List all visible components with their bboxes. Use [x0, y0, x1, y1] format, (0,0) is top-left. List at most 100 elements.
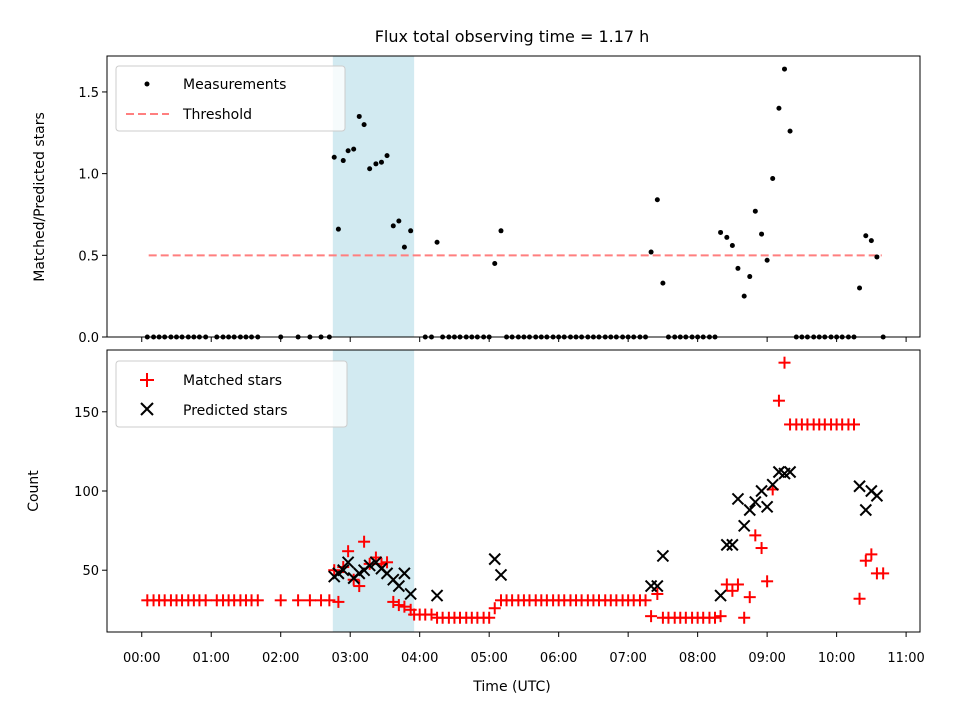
top-y-tick-label: 1.5 [78, 86, 99, 101]
predicted-star-point [714, 589, 727, 602]
matched-star-point [292, 594, 305, 607]
matched-star-point [251, 594, 264, 607]
matched-legend-marker [140, 373, 154, 387]
top-y-ticks: 0.0 0.5 1.0 1.5 [78, 86, 107, 346]
measurement-point [759, 231, 765, 237]
measurement-point [654, 197, 660, 203]
matched-star-point [847, 418, 860, 431]
measurement-point [498, 228, 504, 234]
predicted-star-point [859, 503, 873, 517]
predicted-star-point [337, 564, 350, 577]
measurement-point [874, 254, 880, 260]
measurement-point [857, 285, 863, 291]
measurement-point [390, 223, 396, 229]
matched-star-point [720, 578, 733, 591]
matched-star-point [743, 591, 756, 604]
matched-star-point [761, 575, 774, 588]
measurement-point [331, 154, 337, 160]
matched-star-point [865, 548, 878, 561]
measurements-legend-marker [144, 81, 150, 87]
measurement-point [752, 208, 758, 214]
predicted-star-point [430, 589, 444, 602]
chart-title: Flux total observing time = 1.17 h [375, 27, 650, 46]
matched-star-point [645, 610, 658, 623]
measurement-point [335, 226, 341, 232]
predicted-star-point [720, 538, 734, 552]
bottom-x-tick-label: 06:00 [540, 651, 577, 666]
measurement-point [735, 265, 741, 271]
measurement-point [787, 128, 793, 134]
top-panel: 0.0 0.5 1.0 1.5 Matched/Predicted stars Mea… [32, 55, 921, 346]
x-axis-label: Time (UTC) [472, 679, 550, 695]
matched-star-point [347, 573, 360, 586]
predicted-star-point [749, 495, 762, 509]
bottom-legend-box [115, 360, 348, 428]
matched-star-point [483, 611, 496, 624]
matched-star-point [303, 594, 316, 607]
bottom-y-tick-label: 50 [82, 564, 99, 579]
predicted-star-point [870, 489, 884, 502]
measurement-point [648, 249, 654, 255]
predicted-star-point [737, 519, 751, 533]
top-y-tick-label: 0.5 [78, 249, 99, 264]
predicted-star-point [488, 552, 501, 566]
matched-star-point [709, 611, 722, 624]
legend-threshold: Threshold [182, 107, 252, 123]
bottom-x-tick-label: 04:00 [401, 651, 438, 666]
bottom-y-tick-label: 150 [74, 406, 99, 421]
predicted-star-point [341, 556, 355, 569]
observing-interval-shade-top [332, 56, 415, 337]
measurement-point [401, 244, 407, 250]
matched-star-point [342, 545, 355, 558]
measurement-point [434, 239, 440, 245]
matched-star-point [323, 594, 336, 607]
predicted-star-point [760, 500, 774, 514]
measurement-point [373, 161, 379, 167]
measurement-point [408, 228, 414, 234]
predicted-star-point [398, 567, 411, 580]
bottom-x-tick-label: 07:00 [609, 651, 646, 666]
measurement-point [367, 166, 373, 172]
matched-star-point [738, 611, 751, 624]
top-y-tick-label: 0.0 [78, 331, 99, 346]
matched-star-point [488, 602, 501, 615]
top-y-tick-label: 1.0 [78, 168, 99, 183]
bottom-x-ticks: 00:00 01:00 02:00 03:00 04:00 05:00 06:00 07:00… [123, 632, 925, 666]
matched-star-point [651, 587, 664, 600]
matched-star-point [859, 554, 872, 567]
measurement-point [868, 238, 874, 244]
measurement-point [718, 229, 724, 235]
top-y-axis-label: Matched/Predicted stars [32, 112, 48, 282]
bottom-x-tick-label: 01:00 [192, 651, 229, 666]
predicted-stars-series [328, 465, 884, 602]
predicted-star-point [743, 503, 756, 517]
measurement-point [782, 66, 787, 72]
bottom-x-tick-label: 02:00 [262, 651, 299, 666]
measurement-point [724, 234, 730, 240]
matched-star-point [877, 567, 890, 580]
predicted-star-point [853, 480, 866, 493]
predicted-star-point [651, 579, 664, 593]
matched-star-point [639, 594, 652, 607]
matched-star-point [392, 599, 405, 612]
matched-star-point [772, 394, 785, 407]
matched-star-point [199, 594, 212, 607]
bottom-legend: Matched stars Predicted stars [115, 360, 348, 428]
matched-star-point [731, 578, 744, 591]
bottom-x-tick-label: 11:00 [887, 651, 924, 666]
top-x-ticks [141, 337, 907, 342]
legend-matched-stars: Matched stars [183, 373, 282, 389]
matched-star-point [381, 556, 394, 569]
measurement-point [340, 158, 346, 164]
measurement-point [356, 113, 362, 119]
predicted-star-point [363, 559, 376, 572]
matched-star-point [274, 594, 287, 607]
measurement-point [351, 146, 357, 152]
matched-star-point [726, 584, 739, 597]
predicted-star-point [404, 587, 417, 601]
bottom-x-tick-label: 09:00 [748, 651, 785, 666]
measurement-point [741, 293, 747, 299]
matched-star-point [778, 356, 791, 369]
matched-star-point [714, 610, 727, 623]
